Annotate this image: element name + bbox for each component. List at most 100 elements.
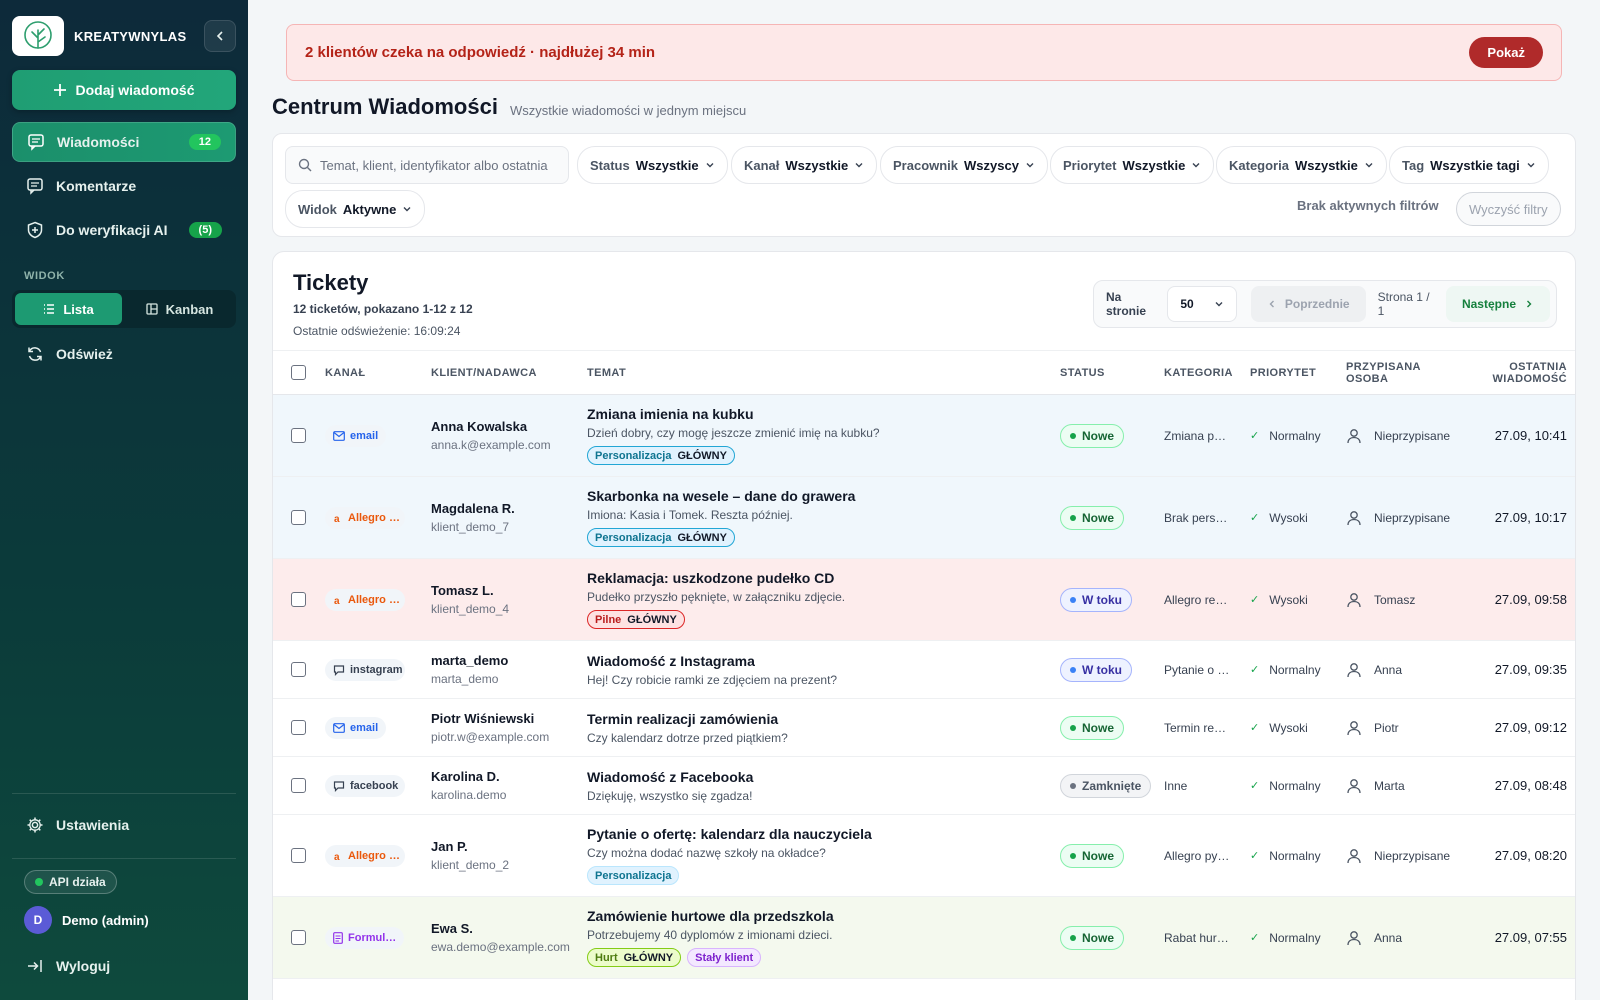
ticket-tag[interactable]: Hurt GŁÓWNY — [587, 948, 682, 967]
channel-badge: a Allegro … — [325, 844, 405, 867]
filter-view[interactable]: Widok Aktywne — [285, 190, 426, 228]
ticket-subject[interactable]: Pytanie o ofertę: kalendarz dla nauczyci… — [587, 826, 872, 842]
ticket-subject[interactable]: Zmiana imienia na kubku — [587, 406, 754, 422]
row-checkbox[interactable] — [291, 778, 306, 793]
filter-priority[interactable]: Priorytet Wszystkie — [1050, 146, 1215, 184]
select-all-cell — [273, 350, 317, 395]
ticket-tag[interactable]: Pilne GŁÓWNY — [587, 610, 685, 629]
clear-filters-button[interactable]: Wyczyść filtry — [1456, 192, 1561, 226]
table-row[interactable]: a Allegro … Magdalena R. klient_demo_7 Skarb… — [273, 476, 1575, 559]
row-checkbox[interactable] — [291, 592, 306, 607]
table-row[interactable]: facebook Karolina D. karolina.demo Wiadomoś… — [273, 756, 1575, 815]
allegro-icon: a — [333, 513, 343, 523]
channel-label: Allegro … — [348, 511, 400, 524]
table-row[interactable]: instagram marta_demo marta_demo Wiadomość z… — [273, 640, 1575, 699]
settings-button[interactable]: Ustawienia — [12, 805, 236, 845]
table-row[interactable]: Formul… Ewa S. ewa.demo@example.com Zamówie… — [273, 896, 1575, 979]
logout-button[interactable]: Wyloguj — [12, 946, 236, 986]
current-user[interactable]: D Demo (admin) — [24, 906, 149, 934]
logout-label: Wyloguj — [56, 958, 111, 974]
row-checkbox[interactable] — [291, 930, 306, 945]
table-row[interactable]: a Allegro … Tomasz L. klient_demo_4 Reklamac… — [273, 558, 1575, 641]
view-switch: Lista Kanban — [12, 290, 236, 328]
row-checkbox[interactable] — [291, 428, 306, 443]
comment-icon — [26, 177, 44, 195]
filter-tag[interactable]: Tag Wszystkie tagi — [1389, 146, 1549, 184]
channel-cell: facebook — [317, 756, 423, 815]
user-icon — [1346, 662, 1362, 678]
filter-category[interactable]: Kategoria Wszystkie — [1216, 146, 1387, 184]
previous-page-button[interactable]: Poprzednie — [1250, 286, 1366, 322]
add-message-label: Dodaj wiadomość — [75, 82, 195, 98]
channel-label: instagram — [350, 663, 403, 676]
ticket-category: Pytanie o … — [1164, 662, 1230, 677]
column-header[interactable]: Przypisana osoba — [1338, 350, 1474, 395]
brand[interactable]: KREATYWNYLAS — [12, 16, 186, 56]
nav-item-ai-review[interactable]: Do weryfikacji AI (5) — [12, 210, 236, 250]
nav-item-messages[interactable]: Wiadomości 12 — [12, 122, 236, 162]
priority-cell: ✓ Normalny — [1242, 394, 1338, 477]
search-icon — [298, 158, 312, 172]
table-row[interactable]: a Allegro … Jan P. klient_demo_2 Pytanie o o… — [273, 814, 1575, 897]
ticket-tag[interactable]: Stały klient — [687, 948, 762, 967]
status-dot-icon — [1070, 666, 1076, 673]
ticket-subject[interactable]: Reklamacja: uszkodzone pudełko CD — [587, 570, 835, 586]
refresh-button[interactable]: Odśwież — [12, 334, 236, 374]
column-header[interactable]: Klient/nadawca — [423, 350, 579, 395]
ticket-subject[interactable]: Wiadomość z Instagrama — [587, 652, 755, 669]
column-header[interactable]: Kanał — [317, 350, 423, 395]
tickets-panel: Tickety 12 ticketów, pokazano 1-12 z 12 … — [272, 251, 1576, 1000]
per-page-select[interactable]: 50 — [1167, 286, 1237, 322]
nav-item-comments[interactable]: Komentarze — [12, 166, 236, 206]
status-label: Zamknięte — [1082, 778, 1142, 793]
column-header[interactable]: Ostatnia wiadomość — [1474, 350, 1575, 395]
filter-status[interactable]: Status Wszystkie — [577, 146, 728, 184]
row-checkbox[interactable] — [291, 662, 306, 677]
row-checkbox[interactable] — [291, 720, 306, 735]
search-input[interactable] — [320, 157, 550, 173]
filter-employee[interactable]: Pracownik Wszyscy — [880, 146, 1048, 184]
add-message-button[interactable]: Dodaj wiadomość — [12, 70, 236, 110]
ticket-tag[interactable]: Personalizacja GŁÓWNY — [587, 446, 735, 465]
channel-cell: a Allegro … — [317, 558, 423, 641]
status-badge: W toku — [1060, 587, 1132, 612]
next-page-button[interactable]: Następne — [1445, 286, 1550, 322]
status-dot-icon — [1070, 782, 1076, 789]
priority-cell: ✓ Wysoki — [1242, 698, 1338, 757]
channel-cell: a Allegro … — [317, 476, 423, 559]
assignee-cell: Anna — [1338, 640, 1474, 699]
channel-label: email — [350, 429, 379, 442]
column-header[interactable]: Kategoria — [1156, 350, 1242, 395]
ticket-category: Termin re… — [1164, 720, 1227, 735]
ticket-subject[interactable]: Skarbonka na wesele – dane do grawera — [587, 488, 856, 504]
search-box — [285, 146, 569, 184]
row-checkbox[interactable] — [291, 848, 306, 863]
select-all-checkbox[interactable] — [291, 365, 306, 380]
column-header[interactable]: Priorytet — [1242, 350, 1338, 395]
ticket-tag[interactable]: Personalizacja — [587, 866, 680, 885]
ticket-tags: Pilne GŁÓWNY — [587, 610, 1044, 629]
ticket-tag[interactable]: Personalizacja GŁÓWNY — [587, 528, 735, 547]
user-icon — [1346, 720, 1362, 736]
table-row[interactable]: email Piotr Wiśniewski piotr.w@example.com… — [273, 698, 1575, 757]
subject-cell: Zamówienie hurtowe dla przedszkola Potrze… — [579, 896, 1052, 979]
kanban-icon — [146, 303, 158, 315]
view-kanban-button[interactable]: Kanban — [126, 293, 233, 325]
select-cell — [273, 476, 317, 559]
row-checkbox[interactable] — [291, 510, 306, 525]
view-list-button[interactable]: Lista — [15, 293, 122, 325]
table-row[interactable]: email Anna Kowalska anna.k@example.com Zmia… — [273, 394, 1575, 477]
category-cell: Zmiana p… — [1156, 394, 1242, 477]
status-label: Nowe — [1082, 510, 1115, 525]
ticket-subject[interactable]: Termin realizacji zamówienia — [587, 710, 779, 727]
column-header[interactable]: Temat — [579, 350, 1052, 395]
column-header[interactable]: Status — [1052, 350, 1156, 395]
filter-channel[interactable]: Kanał Wszystkie — [731, 146, 878, 184]
chevron-left-icon — [1267, 299, 1277, 309]
ticket-subject[interactable]: Wiadomość z Facebooka — [587, 768, 754, 785]
subject-cell: Skarbonka na wesele – dane do grawera Imi… — [579, 476, 1052, 559]
show-waiting-button[interactable]: Pokaż — [1469, 37, 1543, 68]
main-tag-marker: GŁÓWNY — [677, 449, 727, 462]
collapse-sidebar-button[interactable] — [204, 20, 236, 52]
ticket-subject[interactable]: Zamówienie hurtowe dla przedszkola — [587, 908, 834, 924]
